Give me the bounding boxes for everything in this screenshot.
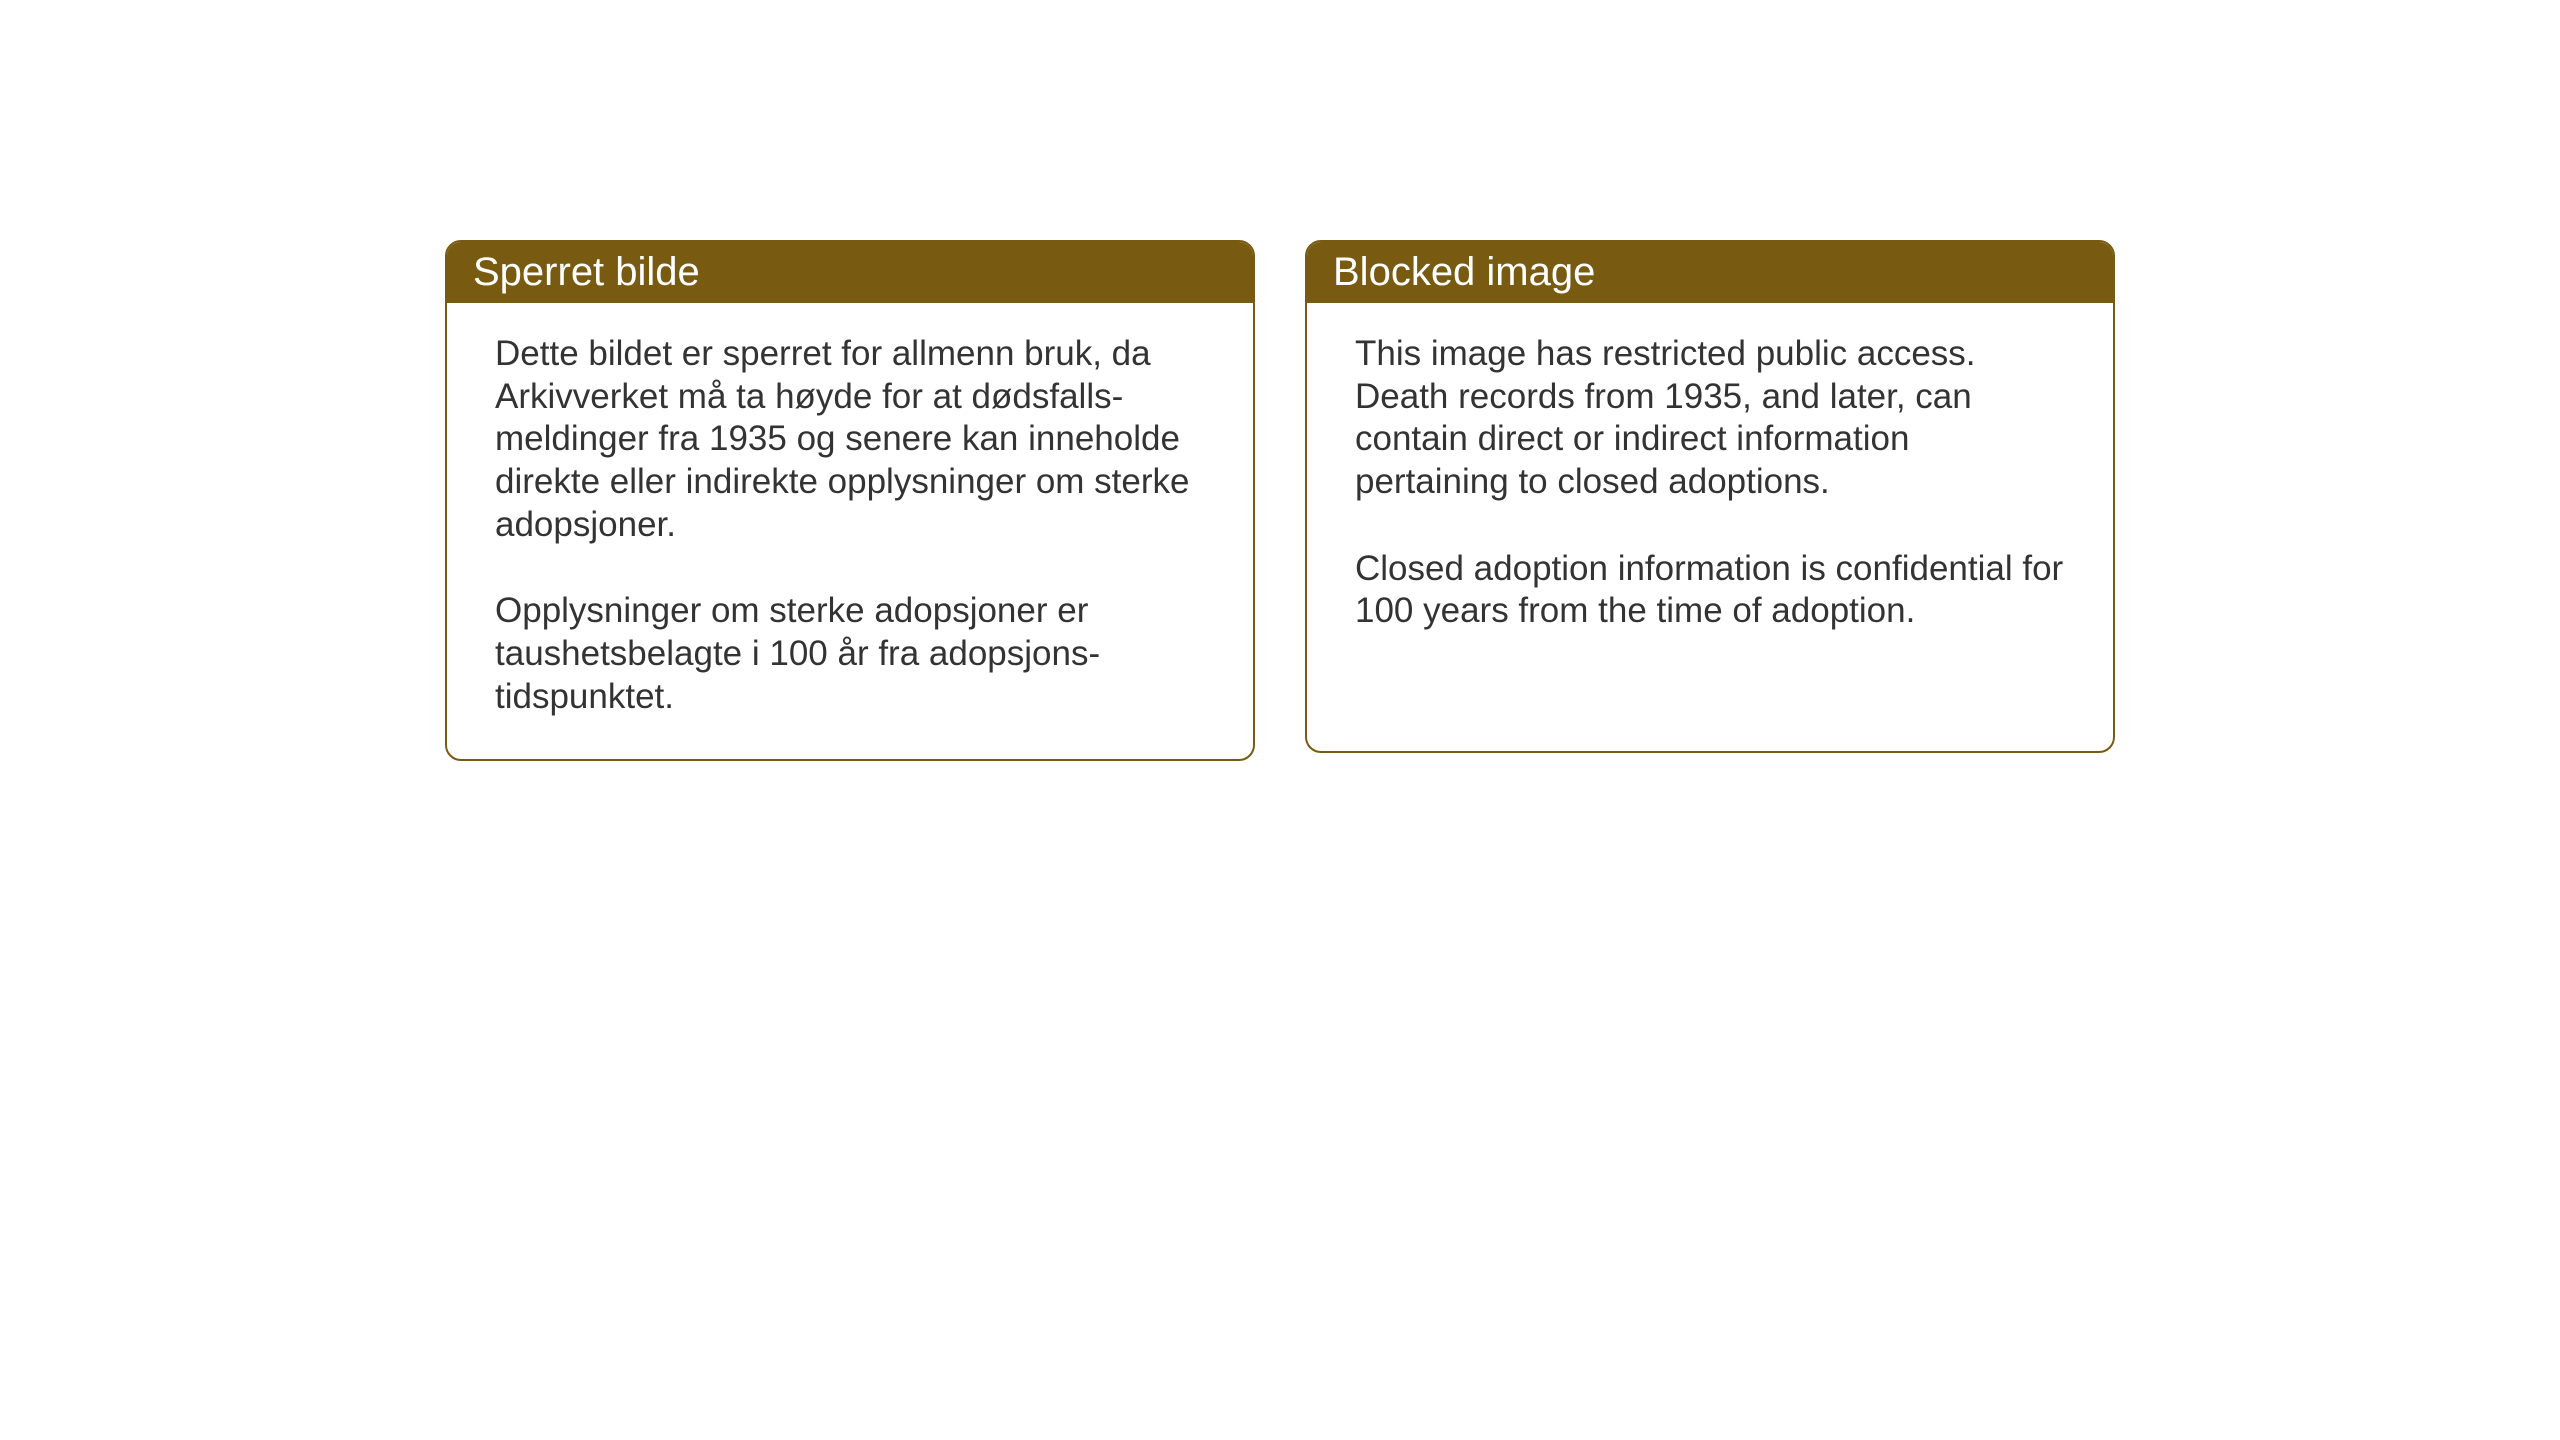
norwegian-card-title: Sperret bilde — [447, 242, 1253, 303]
norwegian-card-body: Dette bildet er sperret for allmenn bruk… — [447, 303, 1253, 759]
norwegian-notice-card: Sperret bilde Dette bildet er sperret fo… — [445, 240, 1255, 761]
norwegian-paragraph-1: Dette bildet er sperret for allmenn bruk… — [495, 333, 1205, 546]
norwegian-paragraph-2: Opplysninger om sterke adopsjoner er tau… — [495, 590, 1205, 718]
english-notice-card: Blocked image This image has restricted … — [1305, 240, 2115, 753]
english-card-title: Blocked image — [1307, 242, 2113, 303]
english-paragraph-2: Closed adoption information is confident… — [1355, 548, 2065, 633]
english-card-body: This image has restricted public access.… — [1307, 303, 2113, 673]
english-paragraph-1: This image has restricted public access.… — [1355, 333, 2065, 504]
notice-container: Sperret bilde Dette bildet er sperret fo… — [445, 240, 2115, 761]
